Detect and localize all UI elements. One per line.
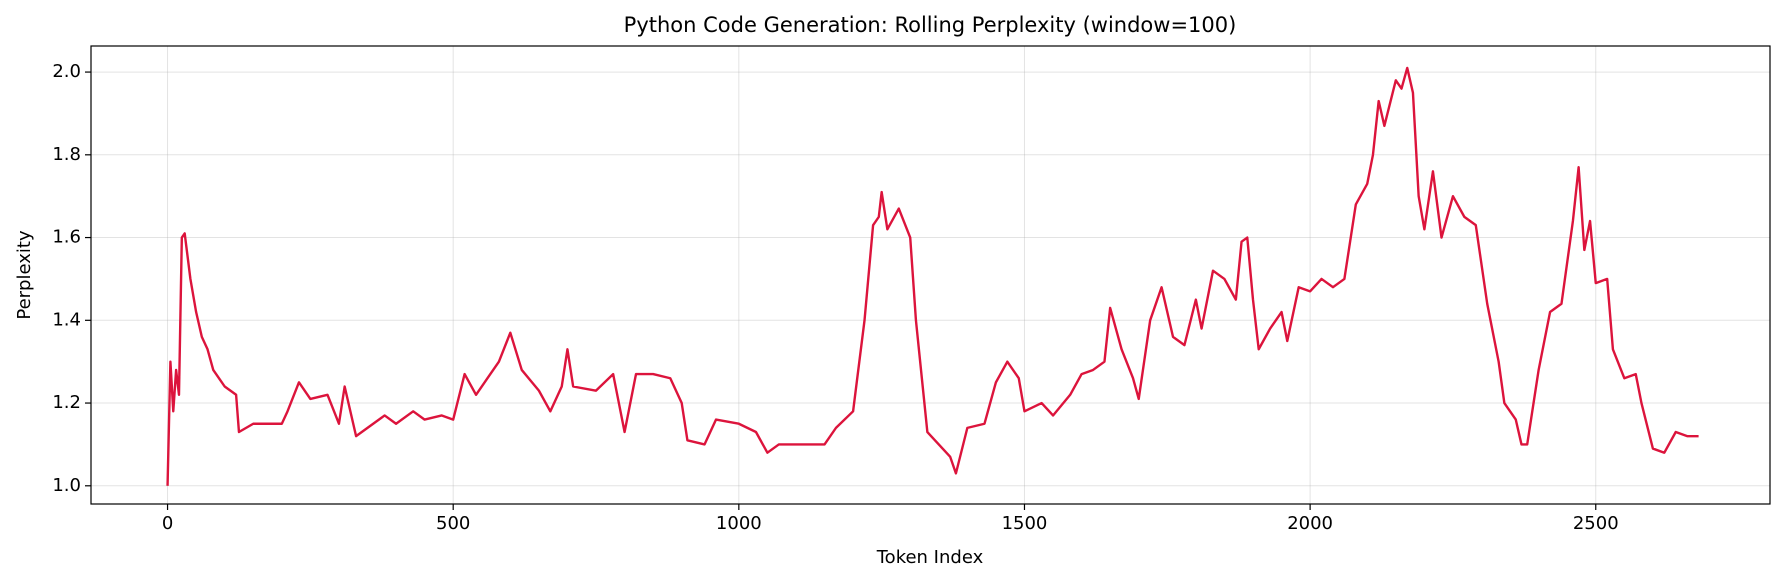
- x-tick-label: 2000: [1287, 513, 1333, 534]
- y-tick-label: 1.0: [52, 475, 81, 496]
- x-tick-label: 500: [436, 513, 470, 534]
- y-axis-label: Perplexity: [14, 230, 35, 320]
- y-tick-label: 2.0: [52, 61, 81, 82]
- x-tick-label: 1500: [1002, 513, 1048, 534]
- x-tick-label: 1000: [716, 513, 762, 534]
- chart-title: Python Code Generation: Rolling Perplexi…: [624, 13, 1237, 37]
- x-axis-label: Token Index: [876, 547, 984, 568]
- x-tick-label: 0: [162, 513, 173, 534]
- y-tick-label: 1.4: [52, 309, 81, 330]
- x-tick-label: 2500: [1573, 513, 1619, 534]
- plot-frame: [90, 45, 1771, 505]
- data-line: [166, 66, 1699, 486]
- y-tick-label: 1.8: [52, 144, 81, 165]
- y-tick-label: 1.2: [52, 392, 81, 413]
- y-tick-label: 1.6: [52, 227, 81, 248]
